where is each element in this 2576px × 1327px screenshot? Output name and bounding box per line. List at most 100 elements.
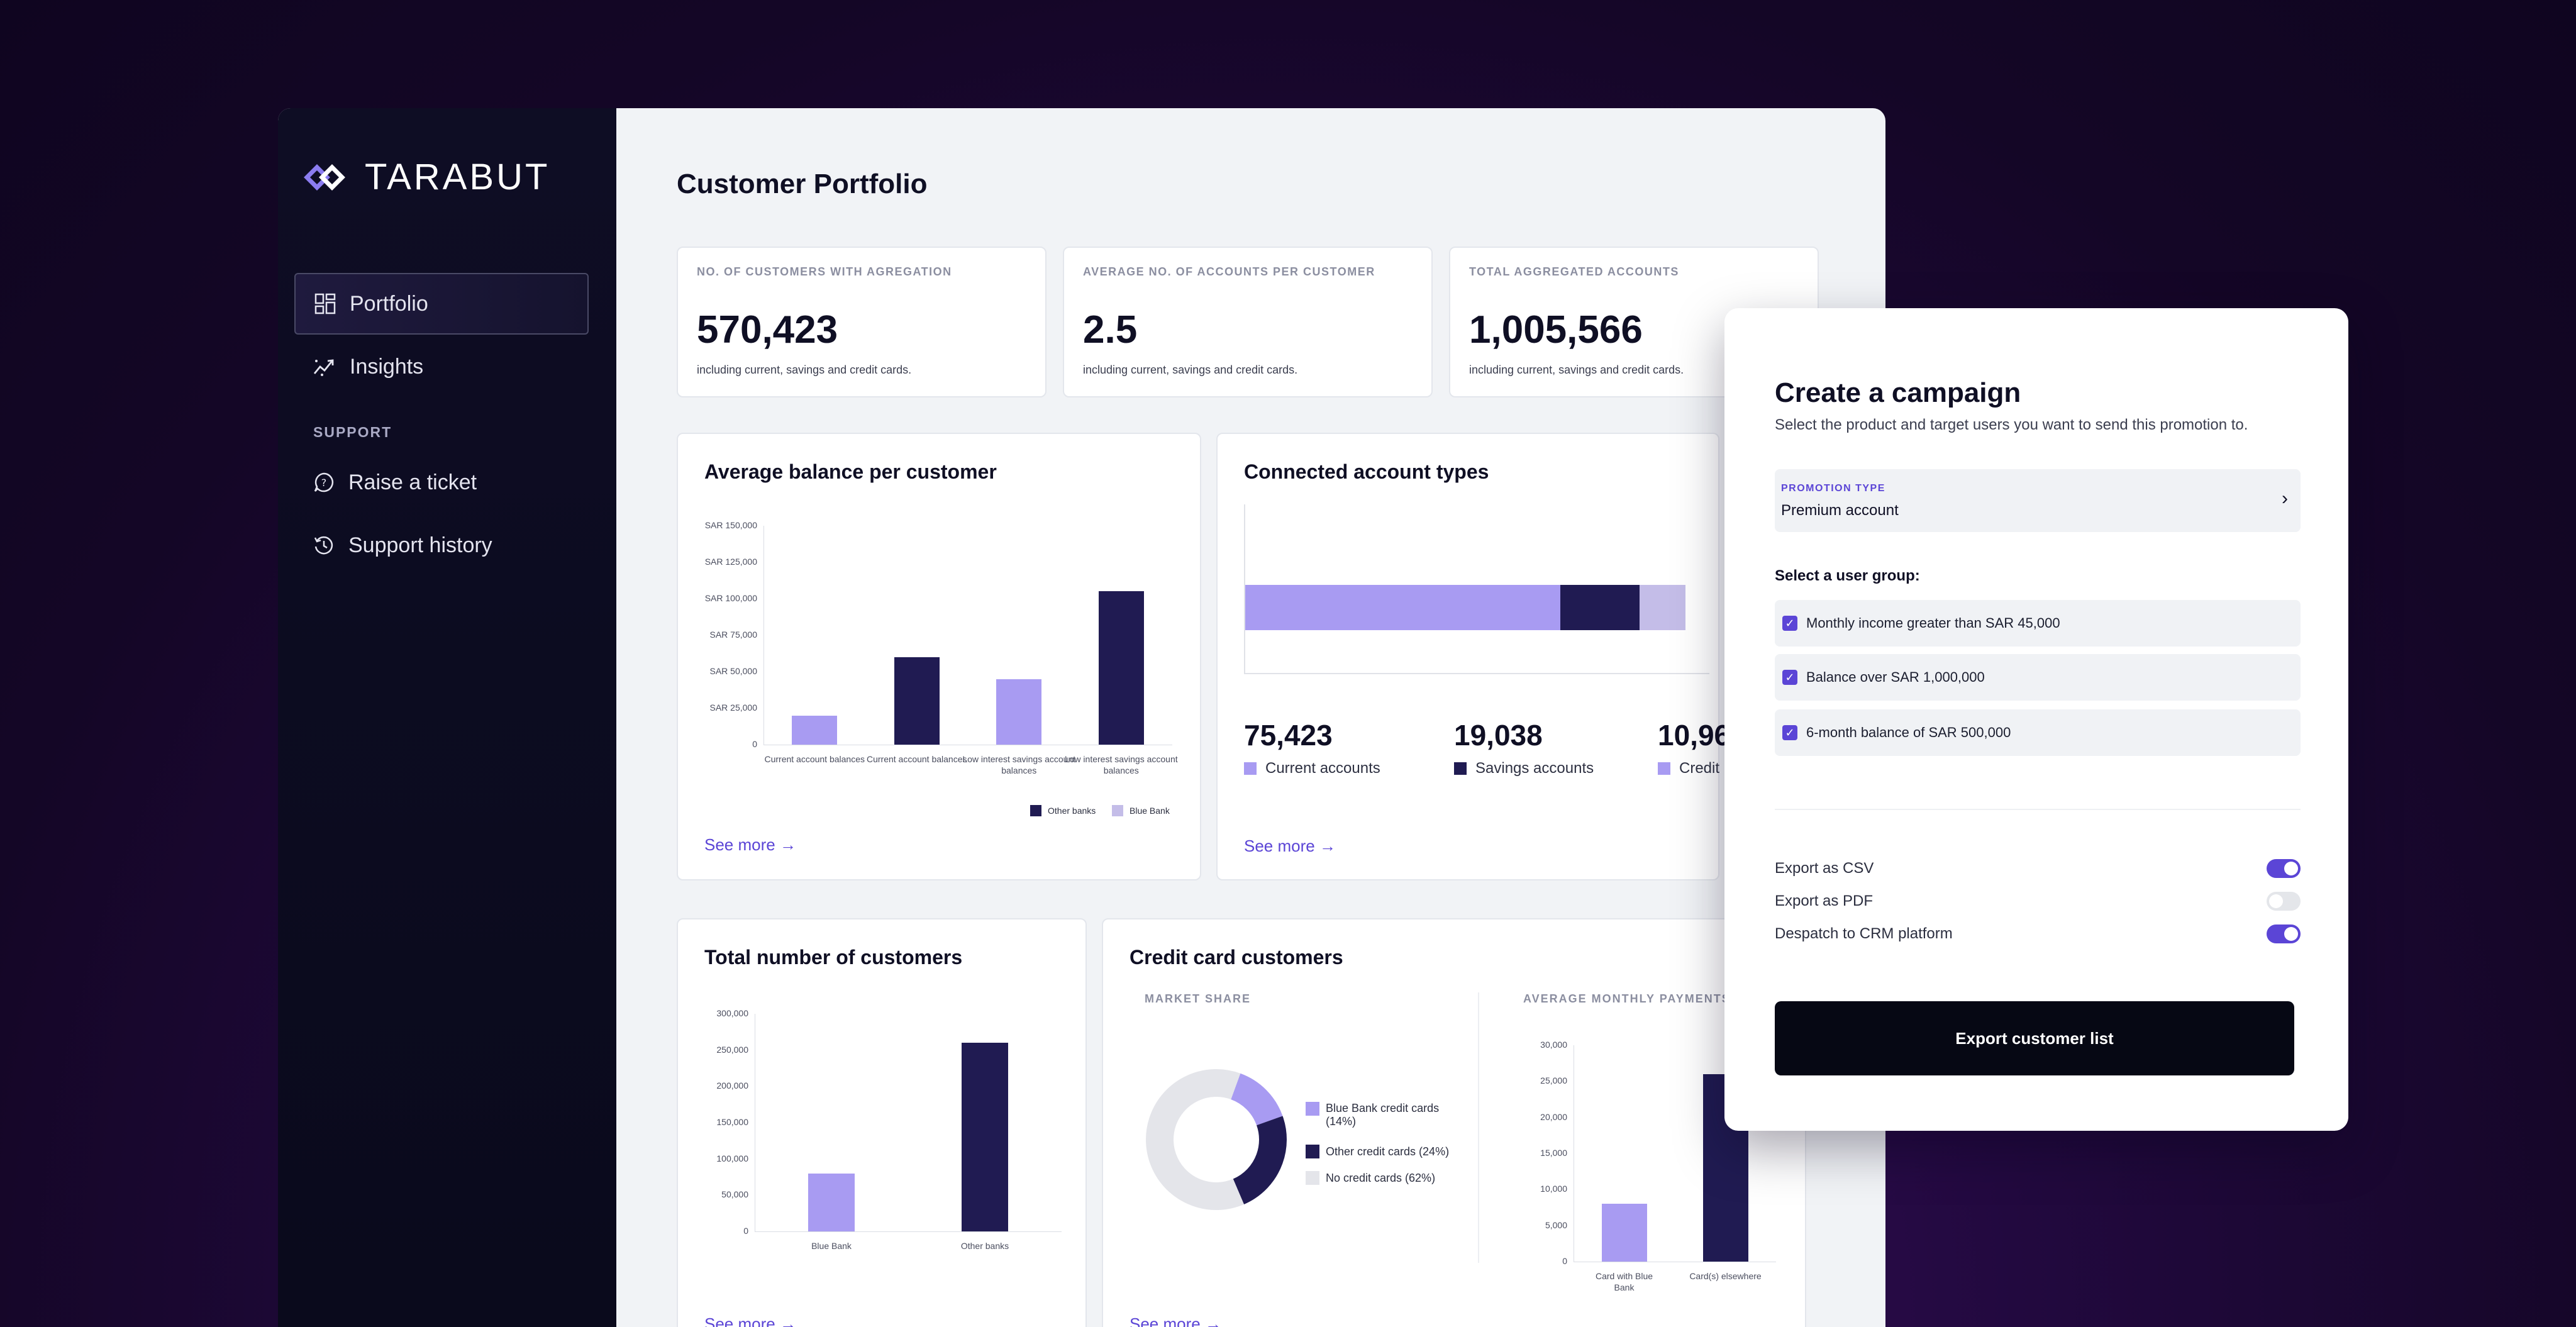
legend-label: Blue Bank <box>1130 806 1170 816</box>
stat-subtext: including current, savings and credit ca… <box>1469 364 1684 376</box>
trend-icon <box>313 359 334 376</box>
legend-swatch <box>1658 762 1670 775</box>
y-tick-label: 250,000 <box>716 1044 748 1055</box>
stacked-segment <box>1245 585 1560 630</box>
x-tick-label: Other banks <box>960 1241 1009 1251</box>
stacked-segment <box>1640 585 1685 630</box>
y-tick-label: 0 <box>752 739 757 749</box>
see-more-link[interactable]: See more → <box>1130 1314 1221 1327</box>
legend-swatch <box>1306 1102 1319 1116</box>
legend-other-banks: Other banks <box>1030 805 1096 816</box>
modal-title: Create a campaign <box>1775 377 2021 408</box>
y-tick-label: 50,000 <box>721 1189 748 1200</box>
stacked-segment <box>1560 585 1640 630</box>
y-tick-label: 15,000 <box>1540 1148 1567 1158</box>
y-tick-label: SAR 125,000 <box>704 557 757 567</box>
y-axis-line <box>763 526 764 745</box>
main-content: Customer Portfolio NO. OF CUSTOMERS WITH… <box>616 108 1885 1327</box>
x-tick-label: Low interest savings account balances <box>962 754 1076 775</box>
total-customers-card: Total number of customers 300,000 250,000… <box>677 918 1087 1327</box>
promotion-type-label: PROMOTION TYPE <box>1781 483 1885 494</box>
y-tick-label: 20,000 <box>1540 1111 1567 1122</box>
export-customer-list-button[interactable]: Export customer list <box>1775 1001 2294 1075</box>
legend-swatch <box>1306 1171 1319 1185</box>
credit-label: Credit <box>1658 760 1719 777</box>
sidebar-item-support-history[interactable]: Support history <box>294 514 589 576</box>
option-label: Balance over SAR 1,000,000 <box>1806 669 1985 685</box>
market-share-label: MARKET SHARE <box>1145 992 1252 1005</box>
stat-value: 570,423 <box>697 308 838 352</box>
stat-label: NO. OF CUSTOMERS WITH AGREGATION <box>697 265 952 278</box>
brand-logo[interactable]: TARABUT <box>303 156 550 198</box>
promotion-type-select[interactable]: PROMOTION TYPE Premium account › <box>1775 469 2301 532</box>
checkbox-checked-icon[interactable]: ✓ <box>1782 670 1797 685</box>
see-more-link[interactable]: See more → <box>704 1314 796 1327</box>
export-pdf-row: Export as PDF <box>1775 892 2301 911</box>
y-tick-label: 300,000 <box>716 1008 748 1018</box>
checkbox-checked-icon[interactable]: ✓ <box>1782 725 1797 740</box>
toggle-knob <box>2269 894 2283 908</box>
divider <box>1775 809 2301 810</box>
dashboard-icon <box>314 293 336 314</box>
chart-axis <box>1244 504 1245 674</box>
chart-bar <box>996 679 1042 745</box>
sidebar-item-portfolio[interactable]: Portfolio <box>294 273 589 335</box>
chevron-right-icon: › <box>2282 488 2288 509</box>
stat-card-customers: NO. OF CUSTOMERS WITH AGREGATION 570,423… <box>677 247 1046 397</box>
toggle-label: Export as CSV <box>1775 860 1874 877</box>
see-more-link[interactable]: See more → <box>1244 836 1336 855</box>
toggle-label: Despatch to CRM platform <box>1775 925 1953 942</box>
avg-monthly-payments-label: AVERAGE MONTHLY PAYMENTS <box>1523 992 1731 1005</box>
savings-accounts-label: Savings accounts <box>1454 760 1594 777</box>
user-group-option[interactable]: ✓ 6-month balance of SAR 500,000 <box>1775 709 2301 756</box>
legend-label: Credit <box>1679 760 1720 777</box>
sidebar-item-label: Support history <box>348 533 492 557</box>
crm-despatch-toggle[interactable] <box>2267 924 2301 943</box>
user-group-option[interactable]: ✓ Balance over SAR 1,000,000 <box>1775 654 2301 701</box>
y-tick-label: SAR 25,000 <box>709 702 758 713</box>
sidebar-item-label: Raise a ticket <box>348 470 477 494</box>
export-pdf-toggle[interactable] <box>2267 892 2301 911</box>
support-section-label: SUPPORT <box>313 424 392 440</box>
stat-card-avg-accounts: AVERAGE NO. OF ACCOUNTS PER CUSTOMER 2.5… <box>1063 247 1433 397</box>
account-types-chart <box>1218 343 1721 630</box>
history-icon <box>314 536 333 555</box>
checkbox-checked-icon[interactable]: ✓ <box>1782 616 1797 631</box>
legend-other-cards: Other credit cards (24%) <box>1306 1145 1449 1158</box>
sidebar: TARABUT Portfolio Insights SUPPORT ? <box>278 108 616 1327</box>
x-axis-line <box>755 1231 1062 1232</box>
donut-slice <box>1146 1069 1287 1210</box>
x-tick-label: Card with Blue Bank <box>1595 1271 1653 1292</box>
y-tick-label: SAR 100,000 <box>704 593 757 603</box>
current-accounts-label: Current accounts <box>1244 760 1380 777</box>
sidebar-item-raise-ticket[interactable]: ? Raise a ticket <box>294 452 589 513</box>
stat-value: 1,005,566 <box>1469 308 1643 352</box>
y-tick-label: 30,000 <box>1540 1040 1567 1050</box>
legend-label: Savings accounts <box>1475 760 1594 777</box>
legend-label: Other credit cards (24%) <box>1326 1145 1450 1158</box>
create-campaign-modal: Create a campaign Select the product and… <box>1724 308 2348 1131</box>
crm-despatch-row: Despatch to CRM platform <box>1775 924 2301 943</box>
avg-balance-card: Average balance per customer SAR 150,000… <box>677 433 1201 880</box>
sidebar-item-insights[interactable]: Insights <box>294 336 589 397</box>
y-tick-label: SAR 150,000 <box>704 520 757 530</box>
card-title: Connected account types <box>1244 460 1489 483</box>
see-more-link[interactable]: See more → <box>704 835 796 854</box>
x-tick-label: Current account balances <box>764 754 865 764</box>
savings-accounts-value: 19,038 <box>1454 719 1543 752</box>
sidebar-item-label: Portfolio <box>350 291 428 316</box>
export-csv-toggle[interactable] <box>2267 859 2301 878</box>
y-tick-label: 10,000 <box>1540 1184 1567 1194</box>
legend-no-cards: No credit cards (62%) <box>1306 1171 1435 1185</box>
toggle-label: Export as PDF <box>1775 892 1874 909</box>
option-label: 6-month balance of SAR 500,000 <box>1806 725 2011 740</box>
y-tick-label: 150,000 <box>716 1117 748 1127</box>
y-tick-label: 25,000 <box>1540 1075 1567 1086</box>
brand-name: TARABUT <box>365 157 550 197</box>
user-group-option[interactable]: ✓ Monthly income greater than SAR 45,000 <box>1775 600 2301 647</box>
account-types-card: Connected account types 75,423 Current a… <box>1216 433 1730 880</box>
modal-subtitle: Select the product and target users you … <box>1775 416 2248 433</box>
credit-value: 10,96 <box>1658 719 1731 752</box>
legend-label: Blue Bank credit cards (14%) <box>1326 1102 1440 1128</box>
y-tick-label: 100,000 <box>716 1153 748 1163</box>
